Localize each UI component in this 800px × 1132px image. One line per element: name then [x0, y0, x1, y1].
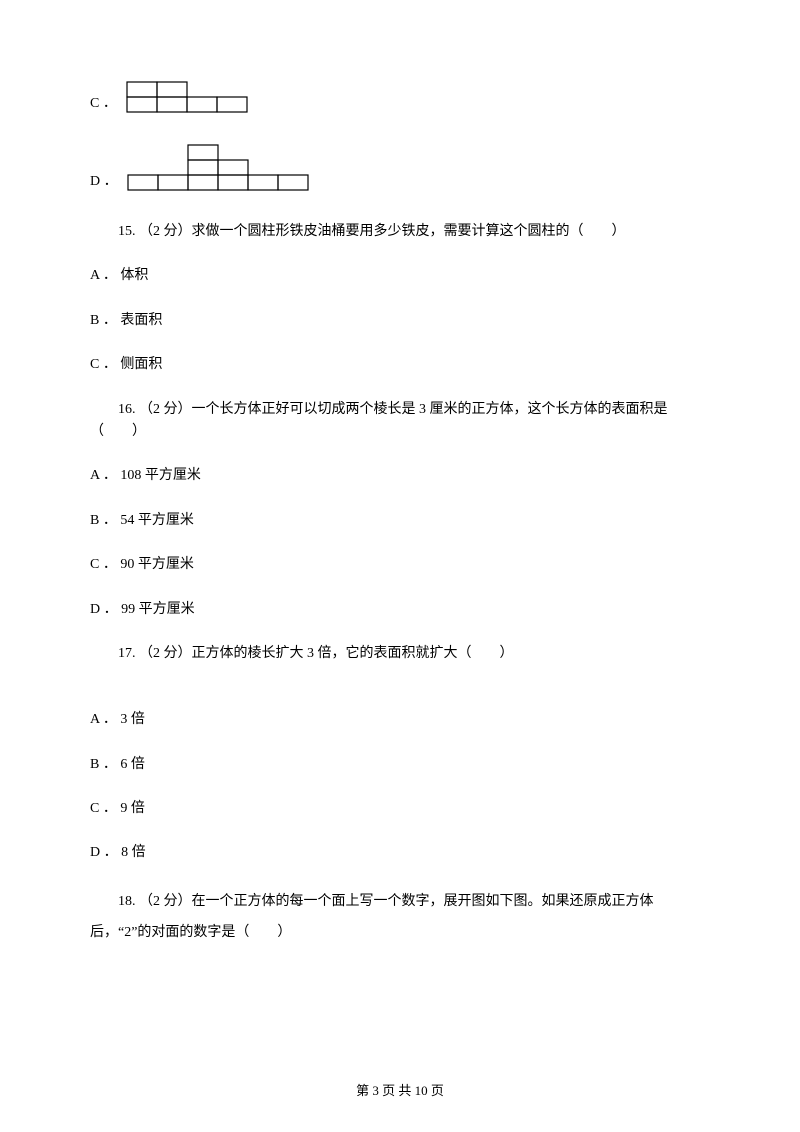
q17-option-d: D ． 8 倍 — [90, 842, 710, 864]
page-footer: 第 3 页 共 10 页 — [0, 1081, 800, 1102]
q17-option-a: A ． 3 倍 — [90, 709, 710, 731]
option-c-shape — [125, 80, 255, 115]
question-15: 15. （2 分）求做一个圆柱形铁皮油桶要用多少铁皮，需要计算这个圆柱的（ ） — [90, 221, 710, 243]
q15-option-b: B ． 表面积 — [90, 310, 710, 332]
q17-option-b: B ． 6 倍 — [90, 754, 710, 776]
q16-option-c: C ． 90 平方厘米 — [90, 554, 710, 576]
option-d-row: D ． — [90, 143, 710, 193]
question-18: 18. （2 分）在一个正方体的每一个面上写一个数字，展开图如下图。如果还原成正… — [90, 887, 710, 949]
q16-option-b: B ． 54 平方厘米 — [90, 510, 710, 532]
option-d-label: D ． — [90, 171, 118, 193]
q17-option-c: C ． 9 倍 — [90, 798, 710, 820]
option-d-shape — [126, 143, 316, 193]
option-c-label: C ． — [90, 93, 117, 115]
q15-option-a: A ． 体积 — [90, 265, 710, 287]
q15-option-c: C ． 侧面积 — [90, 354, 710, 376]
option-c-row: C ． — [90, 80, 710, 115]
question-17: 17. （2 分）正方体的棱长扩大 3 倍，它的表面积就扩大（ ） — [90, 643, 710, 665]
q16-option-d: D ． 99 平方厘米 — [90, 599, 710, 621]
question-16: 16. （2 分）一个长方体正好可以切成两个棱长是 3 厘米的正方体，这个长方体… — [90, 399, 710, 444]
q16-option-a: A ． 108 平方厘米 — [90, 465, 710, 487]
